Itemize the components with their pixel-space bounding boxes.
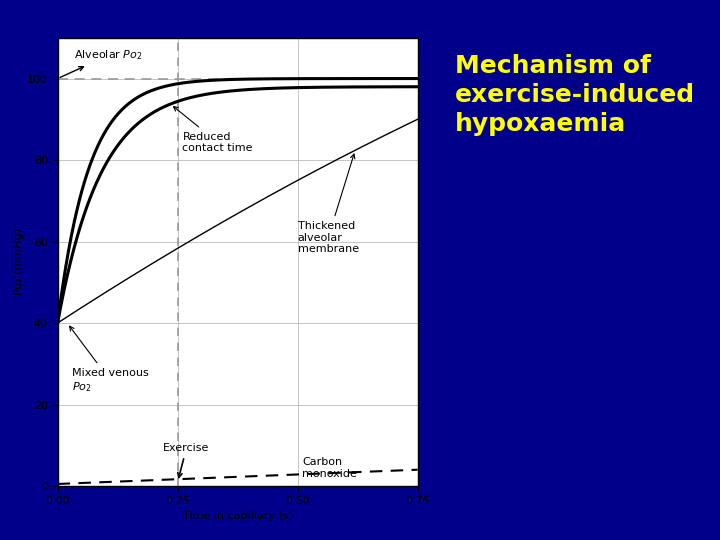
Text: Mixed venous
$Po_2$: Mixed venous $Po_2$	[70, 326, 149, 394]
Text: Thickened
alveolar
membrane: Thickened alveolar membrane	[297, 154, 359, 254]
Text: Alveolar $Po_2$: Alveolar $Po_2$	[60, 49, 143, 77]
X-axis label: Time in capillary (s): Time in capillary (s)	[183, 511, 292, 521]
Text: Mechanism of
exercise-induced
hypoxaemia: Mechanism of exercise-induced hypoxaemia	[455, 54, 696, 136]
Text: Carbon
monoxide: Carbon monoxide	[302, 457, 357, 479]
Text: Exercise: Exercise	[163, 443, 210, 477]
Y-axis label: Po₂ (mmHg): Po₂ (mmHg)	[14, 228, 24, 295]
Text: Reduced
contact time: Reduced contact time	[174, 106, 253, 153]
